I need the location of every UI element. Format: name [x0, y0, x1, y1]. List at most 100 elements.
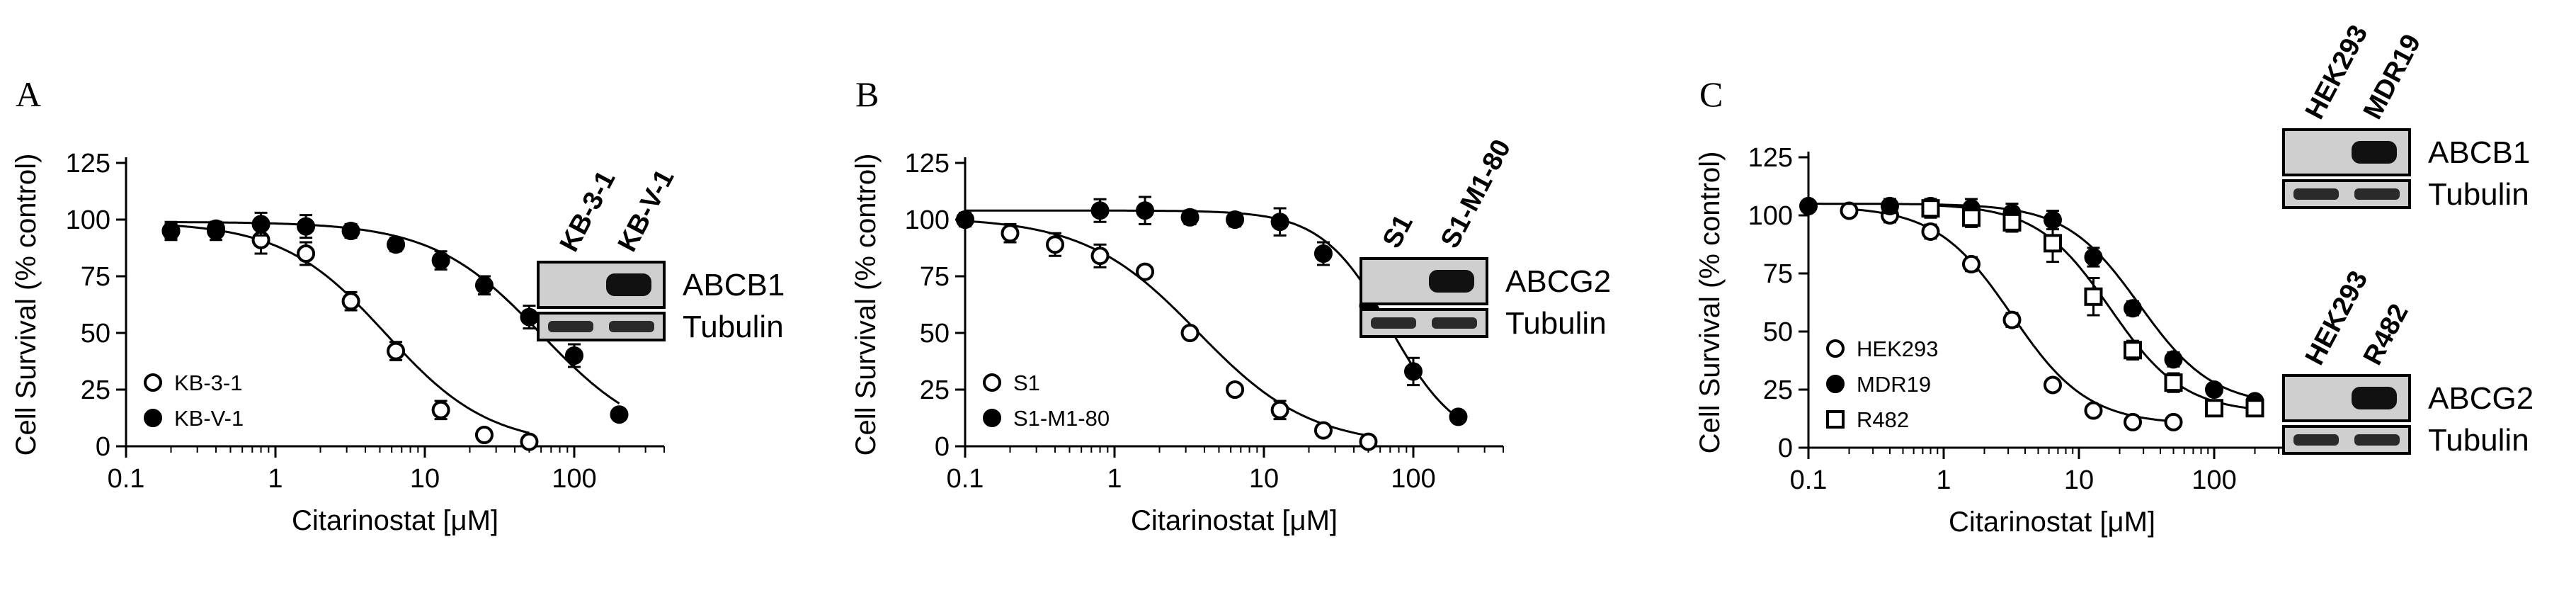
data-point: [474, 276, 494, 295]
data-point: [2164, 373, 2183, 392]
data-point: [1961, 208, 1981, 227]
data-point: [341, 222, 360, 240]
data-point: [2124, 341, 2143, 360]
series-r482: [1921, 198, 2264, 418]
y-tick-label: 0: [1778, 434, 1793, 463]
blot-band: [2352, 387, 2397, 409]
x-tick-label: 1: [1936, 465, 1951, 495]
x-tick-label: 10: [410, 464, 440, 494]
data-point: [1180, 208, 1199, 227]
data-point: [387, 341, 406, 361]
data-point: [2205, 399, 2224, 418]
data-point: [520, 307, 539, 327]
y-tick-label: 100: [1748, 201, 1793, 231]
data-point: [1270, 213, 1289, 232]
data-point: [1090, 247, 1110, 266]
legend-label: KB-3-1: [174, 370, 242, 395]
x-tick-label: 0.1: [108, 464, 145, 494]
y-tick-label: 25: [81, 375, 110, 405]
legend: KB-3-1 KB-V-1: [144, 370, 244, 431]
y-tick-label: 75: [1763, 259, 1793, 289]
series-s1: [956, 210, 1378, 451]
blot-lane-label: S1-M1-80: [1435, 135, 1517, 253]
x-tick-label: 0.1: [1790, 465, 1828, 495]
panel-label: A: [16, 74, 41, 114]
data-point: [2043, 234, 2062, 253]
legend-label: S1: [1013, 370, 1040, 395]
y-tick-label: 75: [81, 262, 110, 292]
blot-band: [609, 321, 654, 332]
x-tick-label: 100: [2192, 465, 2236, 495]
x-axis-title: Citarinostat [μM]: [1131, 505, 1338, 536]
blot-row-label: ABCG2: [1505, 264, 1611, 299]
western-blot: S1 S1-M1-80 ABCG2 Tubulin: [1360, 135, 1611, 341]
blot-lane-label: KB-3-1: [554, 166, 622, 256]
y-axis-title: Cell Survival (% control): [11, 154, 42, 456]
panel-b: B 0 25 50 75 100 125 0.1 1 10 100 Citarinostat [μM]…: [850, 74, 1611, 536]
data-point: [1270, 400, 1289, 419]
x-tick-label: 10: [2064, 465, 2094, 495]
legend-marker: [144, 409, 162, 427]
y-axis-title: Cell Survival (% control): [850, 154, 882, 456]
data-point: [297, 217, 316, 236]
y-tick-label: 50: [81, 319, 110, 349]
data-point: [431, 251, 450, 270]
x-axis-title: Citarinostat [μM]: [1949, 506, 2155, 538]
data-point: [1403, 362, 1423, 381]
data-point: [1961, 254, 1981, 273]
x-tick-label: 100: [552, 464, 596, 494]
data-point: [564, 346, 583, 365]
data-point: [1136, 262, 1155, 281]
blot-band: [1432, 317, 1477, 329]
data-point: [341, 292, 360, 311]
x-tick-label: 100: [1391, 464, 1435, 494]
data-point: [1090, 201, 1110, 220]
panel-label: C: [1699, 74, 1723, 114]
data-point: [1313, 421, 1333, 440]
y-tick-label: 25: [1763, 375, 1793, 405]
data-point: [2124, 299, 2143, 318]
blot-row-label: ABCB1: [683, 268, 785, 302]
data-point: [1313, 244, 1333, 263]
blot-band: [2293, 188, 2339, 200]
blot-band: [606, 273, 651, 296]
blot-box: [537, 261, 666, 309]
y-tick-label: 100: [66, 205, 110, 235]
x-tick-label: 0.1: [947, 464, 984, 494]
y-tick-label: 100: [905, 205, 950, 235]
y-tick-label: 125: [905, 149, 950, 179]
legend-marker: [983, 409, 1001, 427]
data-point: [1180, 324, 1199, 342]
data-point: [2084, 287, 2103, 306]
panel-a: A 0 25 50 75 100 125 0.1 1 10 100 Citarinostat [μM]…: [11, 74, 785, 536]
legend-label: KB-V-1: [174, 406, 244, 431]
data-point: [387, 235, 406, 254]
data-point: [2084, 248, 2103, 267]
data-point: [1226, 210, 1245, 229]
blot-row-label: Tubulin: [1505, 306, 1607, 341]
fit-curve: [964, 220, 1369, 437]
data-point: [1840, 201, 1859, 220]
blot-row-label: Tubulin: [2428, 177, 2529, 212]
blot-band: [1429, 270, 1474, 293]
data-point: [2164, 412, 2183, 431]
data-point: [1921, 222, 1940, 241]
data-point: [207, 219, 226, 238]
legend: S1 S1-M1-80: [983, 370, 1110, 431]
data-point: [431, 400, 450, 419]
data-point: [1359, 432, 1378, 451]
legend-marker: [144, 373, 162, 392]
x-tick-label: 1: [268, 464, 283, 494]
legend-label: R482: [1857, 407, 1909, 432]
legend-marker: [1826, 375, 1845, 393]
blot-row-label: Tubulin: [683, 310, 784, 344]
x-axis-title: Citarinostat [μM]: [292, 505, 498, 536]
data-point: [2002, 213, 2022, 232]
data-point: [2002, 310, 2022, 329]
data-point: [520, 432, 539, 451]
y-tick-label: 0: [935, 432, 950, 462]
